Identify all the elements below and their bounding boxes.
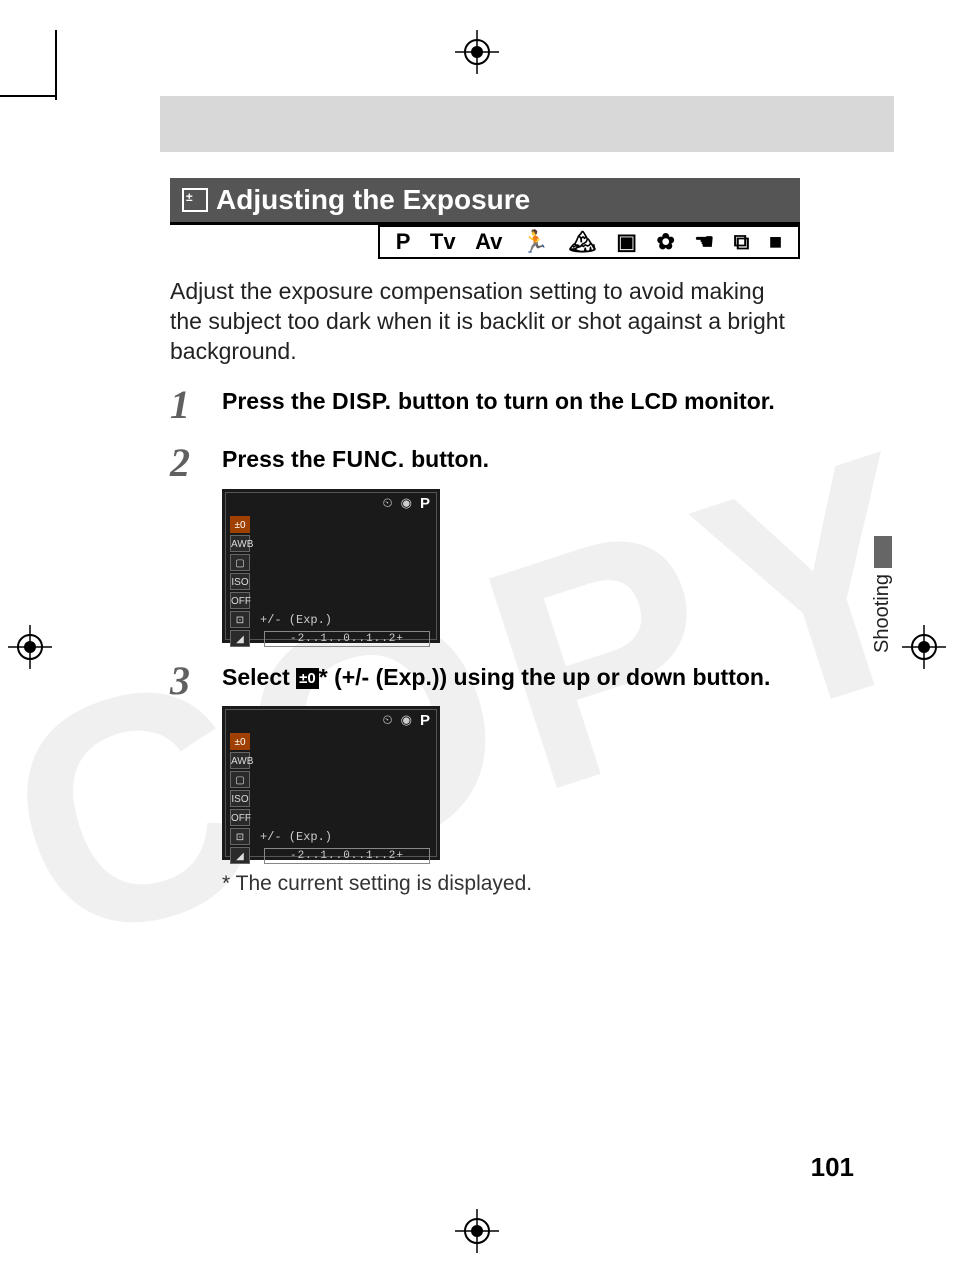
exposure-label: +/- (Exp.) (260, 613, 332, 627)
mode-portrait-icon: ▣ (616, 229, 637, 255)
step-number: 2 (170, 443, 222, 643)
chapter-tab-marker (874, 536, 892, 568)
crop-mark-corner-h (0, 95, 55, 97)
size-menu-item: ◢ (230, 630, 250, 647)
mode-p: P (396, 229, 411, 255)
flash-menu-item: OFF (230, 592, 250, 609)
step-3-pre: Select (222, 664, 296, 690)
page-number: 101 (811, 1152, 854, 1183)
drive-menu-item: ▢ (230, 554, 250, 571)
size-menu-item: ◢ (230, 847, 250, 864)
section-title-bar: Adjusting the Exposure (170, 178, 800, 225)
mode-foliage-icon: ✿ (656, 229, 674, 255)
metering-menu-item: ⊡ (230, 828, 250, 845)
step-1-title: Press the DISP. button to turn on the LC… (222, 387, 800, 417)
awb-menu-item: AWB (230, 752, 250, 769)
exposure-icon (182, 188, 208, 212)
registration-mark-top (455, 30, 499, 74)
mode-indicator: P (420, 712, 430, 729)
step-2-post: button. (405, 446, 489, 472)
timer-icon: ⏲ (383, 495, 393, 512)
exposure-menu-item: ±0 (230, 516, 250, 533)
step-2-title: Press the FUNC. button. (222, 445, 800, 475)
page-header-bar (160, 96, 894, 152)
step-number: 1 (170, 385, 222, 425)
mode-movie-icon: ■ (769, 229, 782, 255)
mode-eye-icon: ☚ (694, 229, 714, 255)
chapter-tab-label: Shooting (871, 574, 894, 653)
mode-landscape-icon: 🏔 (569, 229, 597, 255)
step-3-title: Select ±0* (+/- (Exp.)) using the up or … (222, 663, 800, 693)
exposure-inline-icon: ±0 (296, 668, 319, 690)
mode-stitch-icon: ⧉ (734, 229, 750, 255)
metering-menu-item: ⊡ (230, 611, 250, 628)
func-button-label: FUNC. (332, 446, 405, 472)
step-1: 1 Press the DISP. button to turn on the … (170, 387, 800, 425)
iso-menu-item: ISO (230, 573, 250, 590)
page-content: Adjusting the Exposure P Tv Av 🏃 🏔 ▣ ✿ ☚… (170, 178, 800, 896)
mode-availability-bar: P Tv Av 🏃 🏔 ▣ ✿ ☚ ⧉ ■ (378, 225, 800, 259)
target-icon: ◉ (401, 712, 412, 729)
mode-sport-icon: 🏃 (522, 229, 549, 255)
step-1-pre: Press the (222, 388, 332, 414)
flash-menu-item: OFF (230, 809, 250, 826)
step-number: 3 (170, 661, 222, 897)
step-2: 2 Press the FUNC. button. ⏲ ◉ P ±0 (170, 445, 800, 643)
chapter-tab: Shooting (871, 536, 894, 653)
iso-menu-item: ISO (230, 790, 250, 807)
lcd-side-menu: ±0 AWB ▢ ISO OFF ⊡ ◢ (226, 731, 254, 866)
timer-icon: ⏲ (383, 712, 393, 729)
step-2-pre: Press the (222, 446, 332, 472)
mode-indicator: P (420, 495, 430, 512)
registration-mark-bottom (455, 1209, 499, 1253)
step-3: 3 Select ±0* (+/- (Exp.)) using the up o… (170, 663, 800, 897)
exposure-menu-item: ±0 (230, 733, 250, 750)
registration-mark-right (902, 625, 946, 669)
exposure-scale: -2..1..0..1..2+ (264, 848, 430, 864)
lcd-screenshot-1: ⏲ ◉ P ±0 AWB ▢ ISO OFF ⊡ (222, 489, 440, 643)
lcd-screenshot-2: ⏲ ◉ P ±0 AWB ▢ ISO OFF ⊡ (222, 706, 440, 860)
section-title: Adjusting the Exposure (216, 184, 530, 216)
mode-tv: Tv (430, 229, 456, 255)
intro-paragraph: Adjust the exposure compensation setting… (170, 277, 800, 367)
awb-menu-item: AWB (230, 535, 250, 552)
crop-mark-corner-v (55, 30, 57, 100)
drive-menu-item: ▢ (230, 771, 250, 788)
step-3-mid: * (+/- (Exp.)) using the up or down butt… (319, 664, 771, 690)
registration-mark-left (8, 625, 52, 669)
step-1-post: button to turn on the LCD monitor. (392, 388, 775, 414)
exposure-scale: -2..1..0..1..2+ (264, 631, 430, 647)
disp-button-label: DISP. (332, 388, 392, 414)
step-3-footnote: * The current setting is displayed. (222, 872, 800, 896)
mode-av: Av (475, 229, 502, 255)
target-icon: ◉ (401, 495, 412, 512)
exposure-label: +/- (Exp.) (260, 830, 332, 844)
lcd-side-menu: ±0 AWB ▢ ISO OFF ⊡ ◢ (226, 514, 254, 649)
